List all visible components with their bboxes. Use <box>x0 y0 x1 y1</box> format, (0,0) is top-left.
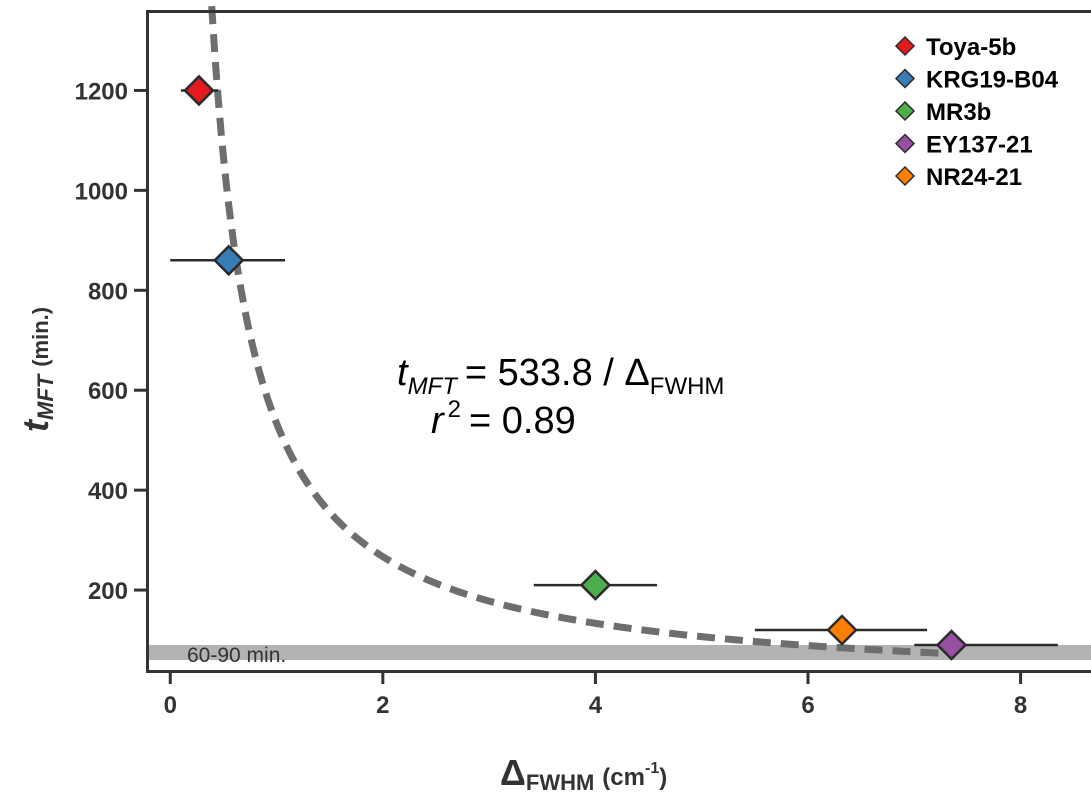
legend-label-4: NR24-21 <box>926 164 1022 191</box>
plot-frame <box>146 10 1091 673</box>
y-axis-title-main: t <box>15 418 56 432</box>
legend: Toya-5b KRG19-B04 MR3b EY137-21 NR24-21 <box>894 34 1059 191</box>
data-point-4 <box>826 614 858 646</box>
y-axis-title-sub: MFT <box>33 373 58 420</box>
fit-r2-sup: 2 <box>448 396 461 423</box>
legend-label-0: Toya-5b <box>926 34 1016 61</box>
y-tick-label-5: 1200 <box>75 78 128 105</box>
x-axis-title-unit: (cm <box>602 764 645 791</box>
data-point-2 <box>579 569 612 601</box>
legend-marker-3 <box>894 133 916 154</box>
data-point-3 <box>935 629 968 661</box>
data-point-1 <box>212 244 245 277</box>
legend-marker-1 <box>894 68 916 89</box>
y-axis-title: tMFT (min.) <box>15 307 58 432</box>
legend-marker-2 <box>894 100 916 122</box>
points-layer <box>170 74 1058 661</box>
fit-equation: tMFT = 533.8 / ΔFWHM <box>397 352 724 400</box>
x-axis-title: ΔFWHM (cm-1) <box>500 752 667 794</box>
x-axis-title-main: Δ <box>500 752 526 793</box>
y-tick-label-2: 600 <box>88 378 128 405</box>
x-axis-title-unit-close: ) <box>659 764 667 791</box>
fit-r2-symbol: r <box>431 400 445 442</box>
ticks-layer: 0 2 4 6 8 200 400 600 800 1000 1200 <box>75 78 1028 719</box>
x-tick-label-3: 6 <box>801 692 814 719</box>
fit-r2-value: = 0.89 <box>469 400 576 442</box>
fit-equation-rhs: = 533.8 / Δ <box>465 352 650 394</box>
x-tick-label-1: 2 <box>376 692 389 719</box>
legend-marker-0 <box>894 35 916 57</box>
x-axis-title-unit-sup: -1 <box>645 760 659 777</box>
legend-label-3: EY137-21 <box>926 132 1033 159</box>
y-tick-label-1: 400 <box>88 478 128 505</box>
y-tick-label-4: 1000 <box>75 178 128 205</box>
x-axis-title-sub: FWHM <box>526 770 594 794</box>
fit-r2: r 2 = 0.89 <box>431 396 576 442</box>
fit-layer <box>208 5 942 657</box>
y-tick-label-3: 800 <box>88 278 128 305</box>
legend-marker-4 <box>894 165 916 187</box>
y-tick-label-0: 200 <box>88 578 128 605</box>
legend-label-2: MR3b <box>926 99 991 126</box>
fit-equation-rhs-sub: FWHM <box>650 373 725 400</box>
x-tick-label-2: 4 <box>589 692 603 719</box>
fit-equation-lhs-sub: MFT <box>408 373 460 400</box>
legend-label-1: KRG19-B04 <box>926 67 1059 94</box>
y-axis-title-unit: (min.) <box>28 307 53 367</box>
fit-equation-lhs: t <box>397 352 409 394</box>
x-tick-label-4: 8 <box>1014 692 1027 719</box>
fit-curve <box>208 5 942 657</box>
band-label: 60-90 min. <box>187 644 286 667</box>
x-tick-label-0: 0 <box>164 692 177 719</box>
data-point-0 <box>183 74 215 107</box>
reference-band <box>149 645 1091 661</box>
band-layer <box>149 645 1091 661</box>
